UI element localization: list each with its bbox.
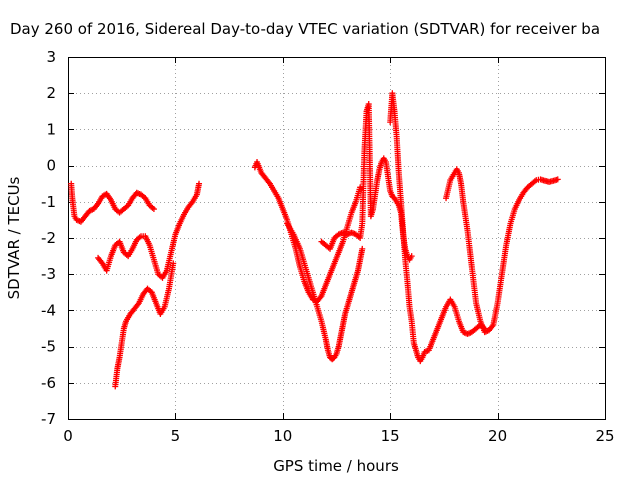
data-point [357,184,364,191]
data-point [554,176,561,183]
y-tick-label: -7 [41,410,56,428]
data-point [359,245,366,252]
series-F [318,101,415,263]
y-tick-label: -6 [41,374,56,392]
data-points [68,90,561,390]
series-C [112,260,177,390]
x-tick-label: 25 [595,427,614,445]
y-tick-label: 2 [46,84,56,102]
y-tick-label: 0 [46,157,56,175]
data-point [170,260,177,267]
data-point [196,180,203,187]
series-A [68,180,157,225]
y-tick-label: -1 [41,193,56,211]
y-axis-label: SDTVAR / TECUs [5,176,23,299]
y-tick-label: -2 [41,229,56,247]
y-tick-label: -4 [41,301,56,319]
x-tick-label: 15 [381,427,400,445]
x-tick-label: 5 [171,427,181,445]
tick-labels: 0 5 10 15 20 25 -7 -6 -5 -4 -3 -2 -1 0 1 2 3 [41,48,615,445]
data-point [150,206,157,213]
y-tick-label: -3 [41,265,56,283]
plot-frame [68,57,606,420]
series-E [284,220,366,363]
data-point [408,253,415,260]
chart-title: Day 260 of 2016, Sidereal Day-to-day VTE… [10,20,600,38]
y-tick-label: 3 [46,48,56,66]
series-B [95,180,203,281]
x-tick-label: 10 [273,427,292,445]
y-tick-label: -5 [41,338,56,356]
x-axis-label: GPS time / hours [273,457,399,475]
x-tick-label: 0 [63,427,73,445]
y-tick-label: 1 [46,120,56,138]
series-G [387,90,488,365]
series-H [443,166,561,336]
x-tick-label: 20 [488,427,507,445]
